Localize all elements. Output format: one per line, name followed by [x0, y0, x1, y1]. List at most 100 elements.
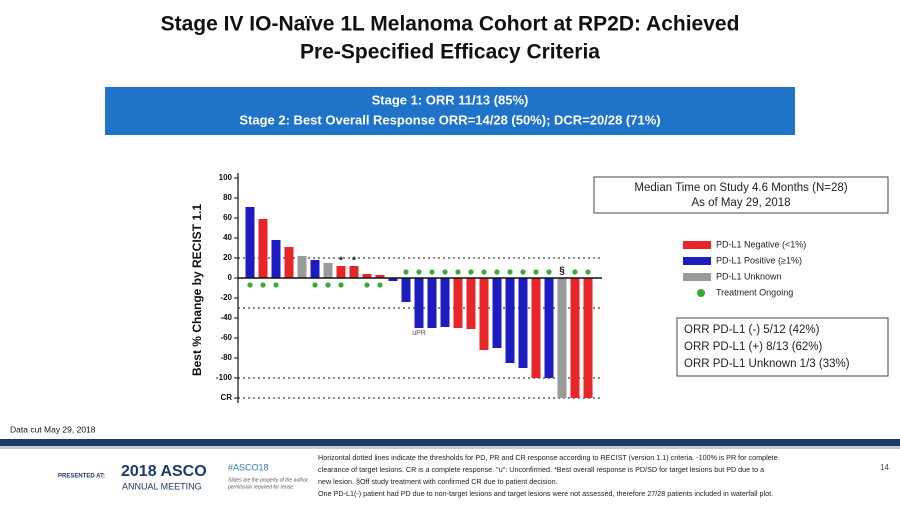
- ongoing-dot: [312, 282, 318, 288]
- annotation: §: [559, 266, 565, 277]
- footnote: Horizontal dotted lines indicate the thr…: [318, 453, 778, 462]
- bar: [401, 278, 411, 302]
- ongoing-dot: [481, 269, 487, 275]
- bar: [362, 274, 372, 278]
- banner-text: Stage 2: Best Overall Response ORR=14/28…: [239, 112, 660, 127]
- y-tick-label: -80: [220, 353, 232, 362]
- legend-dot: [697, 289, 705, 297]
- bar: [570, 278, 580, 398]
- ongoing-dot: [416, 269, 422, 275]
- ongoing-dot: [377, 282, 383, 288]
- bar: [245, 207, 255, 278]
- ongoing-dot: [507, 269, 513, 275]
- bar: [284, 247, 294, 278]
- footnote: clearance of target lesions. CR is a com…: [318, 465, 764, 474]
- bar: [440, 278, 450, 327]
- ongoing-dot: [494, 269, 500, 275]
- ongoing-dot: [260, 282, 266, 288]
- hashtag: #ASCO18: [228, 462, 269, 472]
- ongoing-dot: [247, 282, 253, 288]
- ongoing-dot: [546, 269, 552, 275]
- bar: [492, 278, 502, 348]
- bar: [518, 278, 528, 368]
- y-tick-label: CR: [220, 393, 232, 402]
- ongoing-dot: [468, 269, 474, 275]
- bar: [414, 278, 424, 328]
- page-number: 14: [880, 463, 889, 472]
- y-axis-label: Best % Change by RECIST 1.1: [190, 204, 204, 376]
- legend-label: PD-L1 Negative (<1%): [716, 239, 806, 249]
- y-tick-label: 100: [219, 173, 233, 182]
- ongoing-dot: [455, 269, 461, 275]
- ongoing-dot: [364, 282, 370, 288]
- title: Pre-Specified Efficacy Criteria: [300, 41, 600, 64]
- bar: [479, 278, 489, 350]
- ongoing-dot: [533, 269, 539, 275]
- bar: [466, 278, 476, 329]
- y-tick-label: -40: [220, 313, 232, 322]
- ongoing-dot: [273, 282, 279, 288]
- bar: [453, 278, 463, 328]
- legend-label: PD-L1 Positive (≥1%): [716, 255, 802, 265]
- meeting: ANNUAL MEETING: [122, 481, 202, 491]
- bar: [323, 263, 333, 278]
- y-tick-label: 60: [223, 213, 232, 222]
- bar: [557, 278, 567, 398]
- orr-box: [676, 317, 889, 377]
- bar: [427, 278, 437, 328]
- bar: [583, 278, 593, 398]
- banner: [105, 87, 795, 135]
- ongoing-dot: [442, 269, 448, 275]
- bar: [531, 278, 541, 378]
- orr-text: ORR PD-L1 (-) 5/12 (42%): [684, 324, 820, 336]
- y-tick-label: -60: [220, 333, 232, 342]
- ongoing-dot: [338, 282, 344, 288]
- notice: permission required for reuse.: [227, 484, 294, 490]
- bar: [271, 240, 281, 278]
- bar: [310, 260, 320, 278]
- orr-text: ORR PD-L1 Unknown 1/3 (33%): [684, 358, 850, 370]
- ongoing-dot: [585, 269, 591, 275]
- ongoing-dot: [520, 269, 526, 275]
- bar: [388, 278, 398, 281]
- banner-text: Stage 1: ORR 11/13 (85%): [372, 92, 529, 107]
- y-tick-label: 80: [223, 193, 232, 202]
- footer-bar: [0, 446, 900, 449]
- bar: [505, 278, 515, 363]
- annotation: *: [339, 256, 343, 267]
- ongoing-dot: [325, 282, 331, 288]
- bar: [336, 266, 346, 278]
- footer-bar: [0, 439, 900, 446]
- y-tick-label: -100: [216, 373, 233, 382]
- median-text: As of May 29, 2018: [691, 197, 790, 209]
- legend-label: PD-L1 Unknown: [716, 271, 782, 281]
- annotation: uPR: [412, 330, 426, 337]
- legend-swatch: [683, 257, 711, 265]
- legend-swatch: [683, 241, 711, 249]
- ongoing-dot: [403, 269, 409, 275]
- logo: 2018 ASCO: [121, 463, 207, 480]
- title: Stage IV IO-Naïve 1L Melanoma Cohort at …: [161, 13, 740, 36]
- legend-swatch: [683, 273, 711, 281]
- orr-text: ORR PD-L1 (+) 8/13 (62%): [684, 341, 823, 353]
- bar: [297, 256, 307, 278]
- bar: [375, 275, 385, 278]
- presented-at: PRESENTED AT:: [58, 474, 105, 480]
- median-box: [593, 176, 889, 214]
- bar: [258, 219, 268, 278]
- ongoing-dot: [572, 269, 578, 275]
- y-tick-label: 40: [223, 233, 232, 242]
- bar: [349, 266, 359, 278]
- ongoing-dot: [429, 269, 435, 275]
- bar: [544, 278, 554, 378]
- footnote: One PD-L1(-) patient had PD due to non-t…: [318, 489, 773, 498]
- data-cut: Data cut May 29, 2018: [10, 424, 96, 434]
- annotation: *: [352, 256, 356, 267]
- y-tick-label: 20: [223, 253, 232, 262]
- y-tick-label: -20: [220, 293, 232, 302]
- y-tick-label: 0: [228, 273, 233, 282]
- notice: Slides are the property of the author,: [228, 477, 309, 483]
- median-text: Median Time on Study 4.6 Months (N=28): [634, 182, 847, 194]
- footnote: new lesion. §Off study treatment with co…: [318, 477, 558, 486]
